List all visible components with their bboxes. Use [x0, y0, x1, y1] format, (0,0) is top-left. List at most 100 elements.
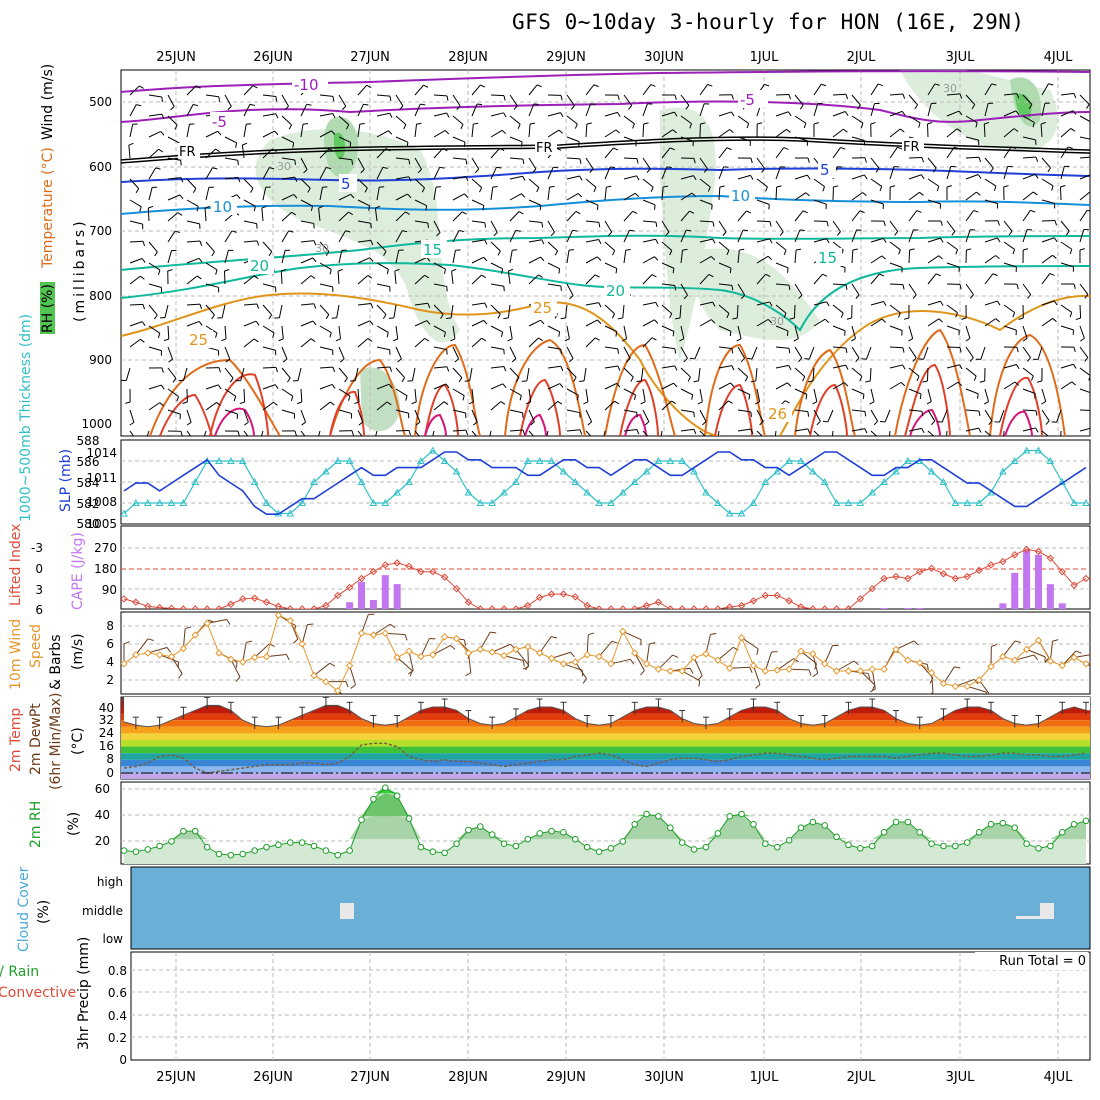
wind-barb	[243, 85, 254, 96]
wind-barb	[338, 94, 347, 107]
wind-barb-flag	[836, 231, 841, 236]
wind-barb	[452, 429, 467, 432]
wind-barb-flag	[632, 123, 635, 129]
wind-barb-flag	[1065, 230, 1070, 236]
wind-barb-flag	[822, 420, 828, 423]
date-label: 28JUN	[448, 1070, 488, 1085]
wind10-barb	[313, 662, 331, 676]
wind-barb-flag	[401, 377, 406, 383]
wind-barb	[889, 430, 891, 436]
wind-barb	[547, 383, 561, 390]
wind-barb	[509, 115, 521, 125]
wind-barb	[490, 94, 505, 97]
wind-barb	[261, 208, 264, 222]
wind-barb	[338, 211, 349, 222]
wind10-marker	[274, 612, 283, 619]
wind10-barb-flag	[293, 638, 299, 644]
wind-barb-flag	[855, 357, 860, 363]
wind-barb	[642, 157, 651, 170]
wind-barb-flag	[984, 121, 990, 125]
slp-thickness-panel: 588 586 584 582 580 1014 1011 1008 1005 …	[18, 314, 1091, 531]
wind-barb-flag	[728, 400, 733, 404]
wind10-barb-flag	[166, 647, 172, 653]
wind-barb-flag	[1092, 174, 1095, 178]
wind-barb-flag	[518, 211, 524, 215]
rh2m-axis-label: 2m RH	[28, 801, 44, 848]
wind-barb	[357, 303, 371, 306]
thickness-marker	[975, 498, 983, 506]
slp-tick: 1014	[86, 446, 117, 460]
wind-barb-flag	[740, 357, 745, 363]
wind-barb	[490, 346, 504, 350]
wind-barb-flag	[750, 411, 752, 417]
wind-barb	[528, 103, 535, 117]
wind-barb-flag	[530, 421, 535, 426]
wind-barb	[774, 430, 777, 436]
wind-barb-flag	[168, 358, 173, 363]
rh-label: 30	[943, 82, 957, 95]
wind-barb	[566, 157, 581, 160]
wind10-marker	[155, 651, 164, 659]
wind-barb	[775, 283, 789, 286]
wind-barb-flag	[621, 338, 627, 342]
wind-barb-flag	[272, 332, 275, 338]
slp-tick: 1005	[86, 517, 117, 531]
wind10-barb-flag	[404, 634, 408, 641]
wind-barb	[433, 262, 446, 270]
wind-barb-flag	[243, 421, 249, 426]
rh2m-marker	[928, 840, 935, 848]
wind-barb	[794, 94, 804, 106]
wind10-barb	[503, 655, 524, 662]
wind-barb	[297, 367, 302, 381]
wind-barb	[794, 210, 804, 222]
wind-barb	[965, 388, 979, 395]
wind-barb	[1022, 94, 1033, 105]
wind10-barb	[171, 656, 183, 674]
rh2m-marker	[667, 824, 674, 832]
wind-barb	[319, 304, 330, 315]
wind-barb	[452, 367, 463, 378]
thickness-marker	[393, 488, 402, 496]
wind-barb	[832, 325, 846, 332]
cloud-gap-line	[1016, 916, 1040, 919]
wind-barb-flag	[519, 395, 522, 401]
wind-barb	[775, 304, 787, 314]
wind-barb	[717, 430, 720, 436]
wind-barb-flag	[845, 347, 848, 353]
wind-barb-flag	[500, 401, 506, 405]
precip-panel: Run Total = 0 0.8 0.6 0.4 0.2 0 Total / …	[0, 937, 1091, 1067]
wind-barb-flag	[614, 400, 620, 405]
wind-barb-flag	[236, 194, 241, 199]
wind-barb-flag	[196, 206, 199, 212]
wind10-marker	[429, 651, 437, 659]
wind10-barb	[824, 645, 833, 664]
wind-barb-flag	[702, 421, 707, 426]
thickness-marker	[630, 477, 639, 485]
wind-barb-flag	[877, 83, 883, 87]
thickness-marker	[250, 477, 259, 485]
lifted-index-marker	[595, 605, 603, 609]
wind-barb-flag	[465, 159, 468, 165]
thickness-marker	[690, 467, 698, 475]
rh2m-tick: 40	[95, 808, 110, 822]
wind-barb-flag	[946, 185, 952, 188]
lifted-index-marker	[773, 591, 781, 600]
wind10-barb	[373, 623, 391, 636]
wind-barb-flag	[268, 314, 273, 320]
wind-barb-flag	[665, 231, 670, 237]
wind-barb	[737, 325, 742, 339]
wind-barb-flag	[160, 131, 165, 136]
wind10-barb	[432, 644, 451, 656]
wind10-marker	[239, 658, 247, 666]
wind-barb	[186, 257, 200, 264]
wind-barb-flag	[916, 376, 920, 382]
wind-barb-flag	[460, 124, 464, 130]
wind-barb-flag	[898, 249, 901, 255]
wind-barb	[300, 240, 314, 243]
wind-barb-flag	[288, 124, 292, 130]
rh2m-marker	[1023, 840, 1030, 848]
li-tick: 6	[35, 603, 43, 617]
wind-barb-flag	[329, 332, 332, 338]
wind-barb	[946, 262, 960, 268]
wind10-marker	[821, 660, 829, 668]
